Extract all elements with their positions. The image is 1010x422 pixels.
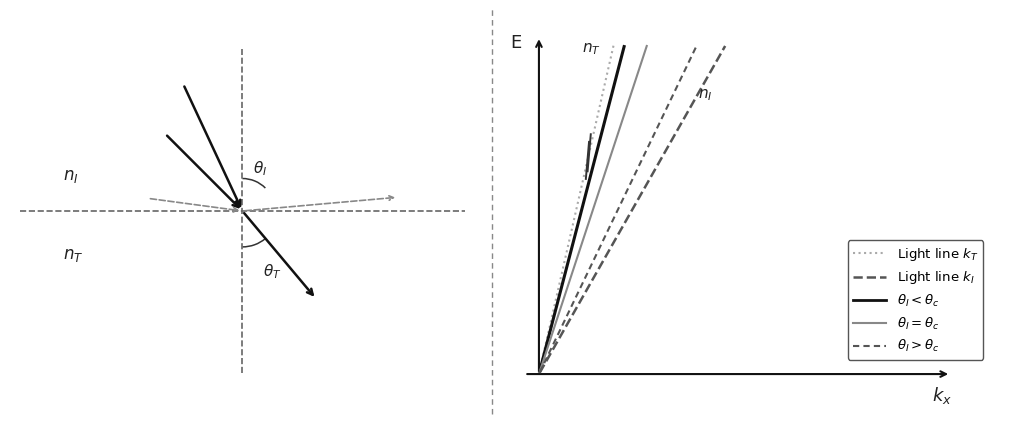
Text: n$_I$: n$_I$ <box>698 87 713 103</box>
Text: n$_T$: n$_T$ <box>63 246 84 264</box>
Legend: Light line $k_T$, Light line $k_I$, $\theta_I < \theta_c$, $\theta_I = \theta_c$: Light line $k_T$, Light line $k_I$, $\th… <box>847 241 983 360</box>
Text: $\theta_I$: $\theta_I$ <box>252 160 267 178</box>
Text: $\theta_T$: $\theta_T$ <box>263 262 282 281</box>
Text: n$_T$: n$_T$ <box>582 41 601 57</box>
Text: $k_x$: $k_x$ <box>931 385 951 406</box>
Text: n$_I$: n$_I$ <box>63 167 79 185</box>
Text: E: E <box>510 34 521 52</box>
